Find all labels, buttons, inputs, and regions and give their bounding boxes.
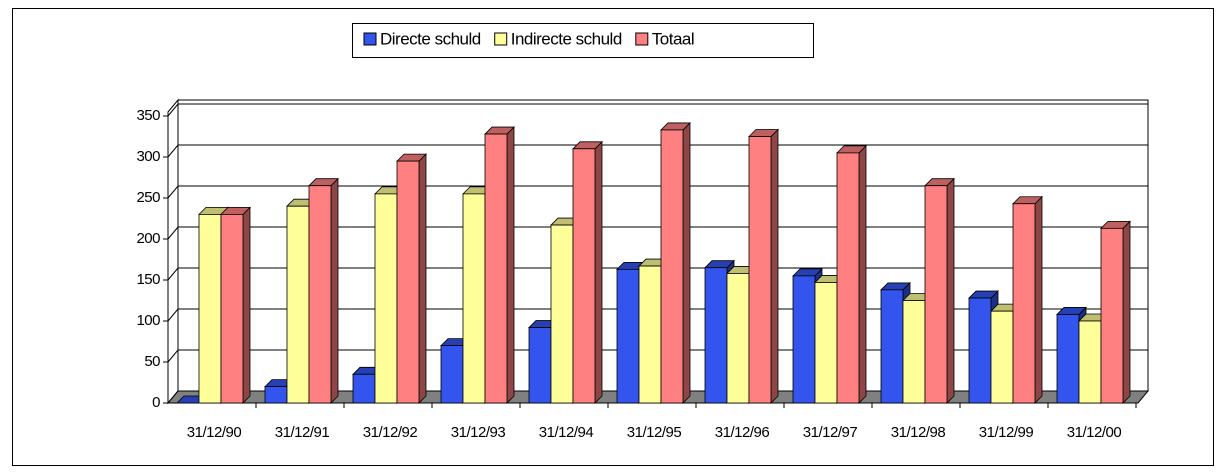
y-tick-label: 0 [152, 394, 160, 411]
bar-side [1122, 220, 1131, 404]
y-tick-label: 100 [136, 312, 160, 329]
x-tick-label: 31/12/93 [451, 424, 506, 441]
bar [286, 205, 310, 404]
bar [484, 133, 508, 404]
bar [440, 345, 464, 404]
bar-side [330, 177, 339, 404]
bar [1012, 203, 1036, 404]
bar [550, 224, 574, 404]
bar [352, 373, 376, 404]
bar [462, 193, 486, 404]
bar-side [1034, 195, 1043, 404]
legend-swatch [494, 32, 508, 46]
bar [748, 136, 772, 404]
bar-side [770, 128, 779, 404]
bar [374, 193, 398, 404]
bar [814, 282, 838, 404]
grid-line [167, 185, 1148, 199]
bar [792, 275, 816, 404]
bar [396, 160, 420, 404]
x-tick-label: 31/12/96 [715, 424, 770, 441]
x-tick-label: 31/12/94 [539, 424, 594, 441]
grid-line [167, 144, 1148, 158]
bar [528, 327, 552, 404]
x-tick-label: 31/12/95 [627, 424, 682, 441]
y-tick-label: 150 [136, 271, 160, 288]
grid-line [167, 267, 1148, 281]
y-tick-label: 300 [136, 148, 160, 165]
bar [638, 265, 662, 404]
bar-side [418, 153, 427, 404]
bar-side [858, 144, 867, 404]
bar-side [682, 121, 691, 404]
x-tick-label: 31/12/99 [979, 424, 1034, 441]
legend-swatch [363, 32, 377, 46]
x-tick-label: 31/12/92 [363, 424, 418, 441]
bar-side [242, 206, 251, 404]
y-tick-label: 50 [144, 353, 160, 370]
x-tick-label: 31/12/97 [803, 424, 858, 441]
y-tick-label: 350 [136, 107, 160, 124]
bar [990, 310, 1014, 404]
x-tick-label: 31/12/00 [1067, 424, 1122, 441]
bar [616, 268, 640, 404]
bar [836, 152, 860, 404]
bar [198, 213, 222, 404]
bar [726, 273, 750, 404]
legend-label: Directe schuld [380, 29, 481, 48]
bar [264, 386, 288, 404]
side-wall [167, 98, 179, 405]
bar-side [946, 177, 955, 404]
grid-line [167, 103, 1148, 117]
bar-side [506, 126, 515, 404]
x-tick-label: 31/12/98 [891, 424, 946, 441]
bar [968, 297, 992, 404]
x-tick-label: 31/12/90 [187, 424, 242, 441]
legend-label: Totaal [652, 29, 694, 48]
y-tick-label: 200 [136, 230, 160, 247]
legend-swatch [635, 32, 649, 46]
bar [1056, 314, 1080, 404]
bar [924, 185, 948, 404]
x-tick-label: 31/12/91 [275, 424, 330, 441]
legend-box [352, 23, 814, 58]
bar [1078, 320, 1102, 404]
bar [220, 213, 244, 404]
bar [572, 148, 596, 404]
bar [1100, 227, 1124, 404]
bar [660, 129, 684, 404]
y-tick-label: 250 [136, 189, 160, 206]
bar [704, 267, 728, 404]
grid-line [167, 226, 1148, 240]
bar [308, 185, 332, 404]
bar [880, 289, 904, 404]
bar [902, 300, 926, 404]
bar-side [594, 140, 603, 404]
legend-label: Indirecte schuld [511, 29, 622, 48]
